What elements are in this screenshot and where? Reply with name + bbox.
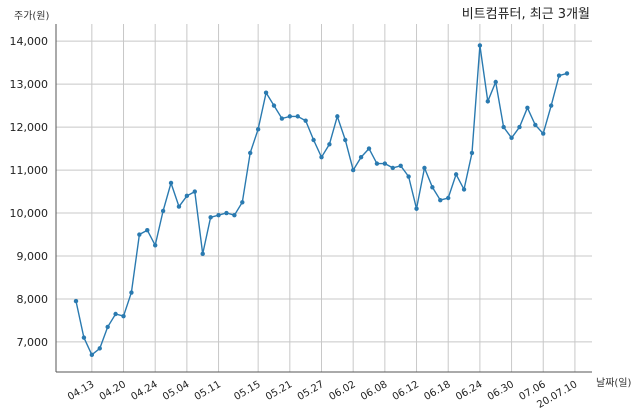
data-point xyxy=(564,71,570,76)
data-point xyxy=(335,114,340,119)
x-tick-label: 06.30 xyxy=(486,379,516,403)
data-point xyxy=(548,103,554,108)
data-point xyxy=(311,137,316,143)
data-point xyxy=(406,174,411,179)
y-tick-label: 7,000 xyxy=(17,336,49,349)
data-point xyxy=(81,335,87,340)
data-point xyxy=(446,195,451,201)
x-tick-label: 05.11 xyxy=(193,379,223,403)
data-point xyxy=(216,212,221,218)
gridlines xyxy=(56,24,592,372)
data-point xyxy=(525,105,530,110)
data-point xyxy=(152,243,158,248)
y-tick-label: 12,000 xyxy=(10,121,49,134)
y-tick-label: 14,000 xyxy=(10,35,49,48)
data-point xyxy=(121,313,126,319)
data-point xyxy=(477,43,483,48)
data-point xyxy=(137,232,142,237)
y-tick-label: 11,000 xyxy=(10,164,49,177)
data-point xyxy=(350,167,356,173)
x-tick-label: 05.15 xyxy=(232,379,262,403)
data-point xyxy=(533,122,538,128)
x-tick-label: 04.24 xyxy=(129,379,159,403)
data-point xyxy=(303,118,308,123)
data-point xyxy=(287,114,293,119)
data-point xyxy=(501,124,506,130)
x-tick-label: 06.24 xyxy=(454,379,484,403)
x-tick-label: 06.02 xyxy=(327,379,357,403)
data-point xyxy=(453,172,459,177)
data-point xyxy=(105,324,110,330)
data-point xyxy=(89,352,95,358)
data-point xyxy=(398,163,403,168)
data-point xyxy=(129,290,134,295)
data-point xyxy=(493,79,498,85)
data-point xyxy=(248,150,253,156)
data-point xyxy=(192,189,197,194)
data-point xyxy=(414,206,419,211)
data-point xyxy=(263,90,269,95)
x-tick-label: 06.12 xyxy=(391,379,421,403)
data-point xyxy=(224,210,229,216)
y-tick-label: 8,000 xyxy=(17,293,49,306)
data-point xyxy=(517,124,522,130)
data-point xyxy=(541,131,546,136)
data-point xyxy=(113,311,118,317)
y-axis-label: 주가(원) xyxy=(14,10,50,22)
data-point xyxy=(279,116,285,121)
data-point xyxy=(422,165,427,171)
data-point xyxy=(73,298,79,304)
data-point xyxy=(200,251,205,257)
data-point xyxy=(176,204,182,209)
data-point xyxy=(208,215,213,220)
data-point xyxy=(461,187,467,192)
axes xyxy=(55,24,592,373)
data-point xyxy=(390,165,395,171)
data-point xyxy=(485,99,491,104)
y-tick-label: 13,000 xyxy=(10,78,49,91)
data-point xyxy=(509,135,514,141)
data-point xyxy=(430,185,435,190)
chart-title: 비트컴퓨터, 최근 3개월 xyxy=(462,7,590,22)
data-point xyxy=(358,154,364,160)
y-tick-label: 10,000 xyxy=(10,207,49,220)
data-point xyxy=(145,228,150,233)
data-point xyxy=(374,161,380,166)
x-tick-label: 05.21 xyxy=(264,379,294,403)
data-point xyxy=(366,146,372,151)
data-point xyxy=(232,212,237,218)
x-tick-label: 04.13 xyxy=(66,379,96,403)
data-point xyxy=(556,73,562,78)
x-tick-label: 04.20 xyxy=(98,379,128,403)
data-point xyxy=(255,127,261,132)
data-point xyxy=(97,346,102,351)
data-point xyxy=(319,154,324,160)
data-point xyxy=(438,197,443,203)
data-point xyxy=(469,150,475,156)
data-point xyxy=(343,137,348,143)
data-point xyxy=(240,200,245,205)
x-axis-label: 날짜(일) xyxy=(596,377,632,389)
data-point xyxy=(295,114,300,119)
tick-labels: 7,000 8,000 9,000 10,000 11,000 12,000 13,000 1… xyxy=(10,35,580,411)
data-point xyxy=(271,103,277,108)
data-point xyxy=(168,180,174,186)
data-point xyxy=(382,161,388,166)
data-point xyxy=(160,208,166,214)
data-point xyxy=(184,193,190,199)
data-point xyxy=(327,142,332,147)
price-series xyxy=(73,43,570,358)
x-tick-label: 05.27 xyxy=(296,379,326,403)
y-tick-label: 9,000 xyxy=(17,250,49,263)
x-tick-label: 05.04 xyxy=(161,379,191,403)
x-tick-label: 06.18 xyxy=(422,379,452,403)
x-tick-label: 06.08 xyxy=(359,379,389,403)
